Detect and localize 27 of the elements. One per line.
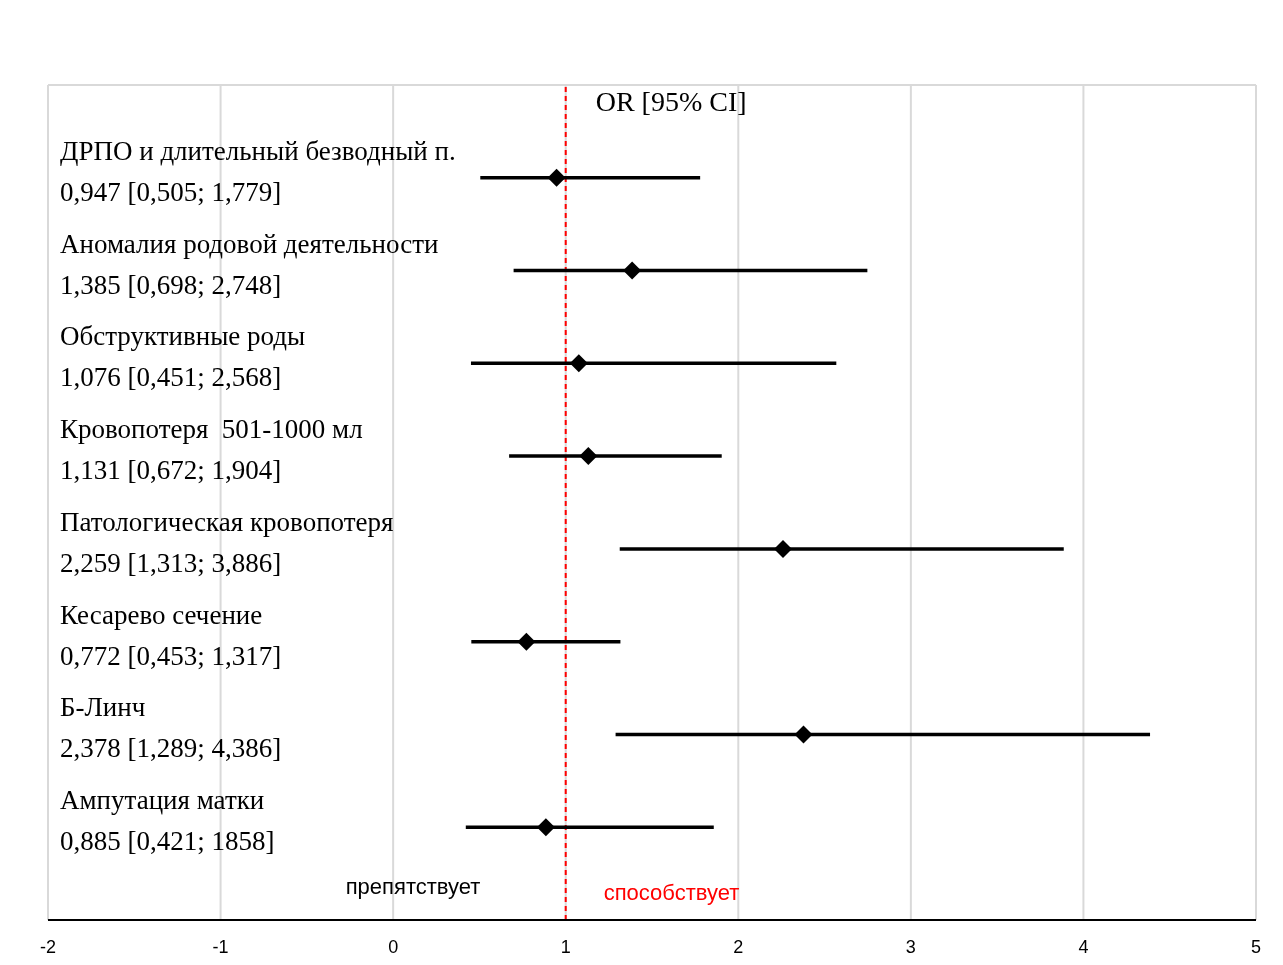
x-tick-label: 4 bbox=[1078, 936, 1089, 957]
y-tick-label: Аномалия родовой деятельности 1,385 [0,698; 2,748] bbox=[60, 228, 439, 300]
point bbox=[536, 818, 555, 837]
annotation: способствует bbox=[603, 880, 740, 906]
point bbox=[579, 447, 598, 466]
point bbox=[517, 632, 536, 651]
x-tick-label: 2 bbox=[733, 936, 744, 957]
x-tick-label: -2 bbox=[39, 936, 57, 957]
point bbox=[569, 354, 588, 373]
x-tick-label: 0 bbox=[388, 936, 399, 957]
x-tick-label: 5 bbox=[1250, 936, 1262, 957]
point bbox=[547, 168, 566, 187]
y-tick-label: Кесарево сечение 0,772 [0,453; 1,317] bbox=[60, 599, 282, 671]
y-tick-label: Патологическая кровопотеря 2,259 [1,313; 3,886] bbox=[60, 506, 394, 578]
point bbox=[794, 725, 813, 744]
x-tick-label: 1 bbox=[560, 936, 571, 957]
y-tick-label: Кровопотеря 501-1000 мл 1,131 [0,672; 1,904] bbox=[60, 414, 363, 486]
x-tick-label: 3 bbox=[905, 936, 916, 957]
annotation: препятствует bbox=[345, 874, 481, 900]
y-tick-label: Б-Линч 2,378 [1,289; 4,386] bbox=[60, 692, 282, 764]
y-tick-label: ДРПО и длительный безводный п. 0,947 [0,505; 1,779] bbox=[60, 135, 456, 207]
y-tick-label: Обструктивные роды 1,076 [0,451; 2,568] bbox=[60, 321, 306, 393]
point bbox=[623, 261, 642, 280]
y-tick-label: Ампутация матки 0,885 [0,421; 1858] bbox=[60, 785, 275, 857]
point bbox=[773, 539, 792, 558]
chart-title: OR [95% CI] bbox=[595, 86, 747, 118]
x-tick-label: -1 bbox=[212, 936, 229, 957]
